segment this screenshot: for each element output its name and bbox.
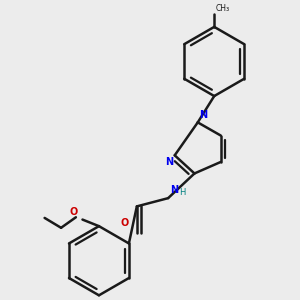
- Text: N: N: [170, 185, 178, 195]
- Text: O: O: [69, 207, 77, 217]
- Text: H: H: [179, 188, 185, 197]
- Text: O: O: [120, 218, 129, 229]
- Text: CH₃: CH₃: [216, 4, 230, 13]
- Text: N: N: [165, 157, 173, 167]
- Text: N: N: [200, 110, 208, 120]
